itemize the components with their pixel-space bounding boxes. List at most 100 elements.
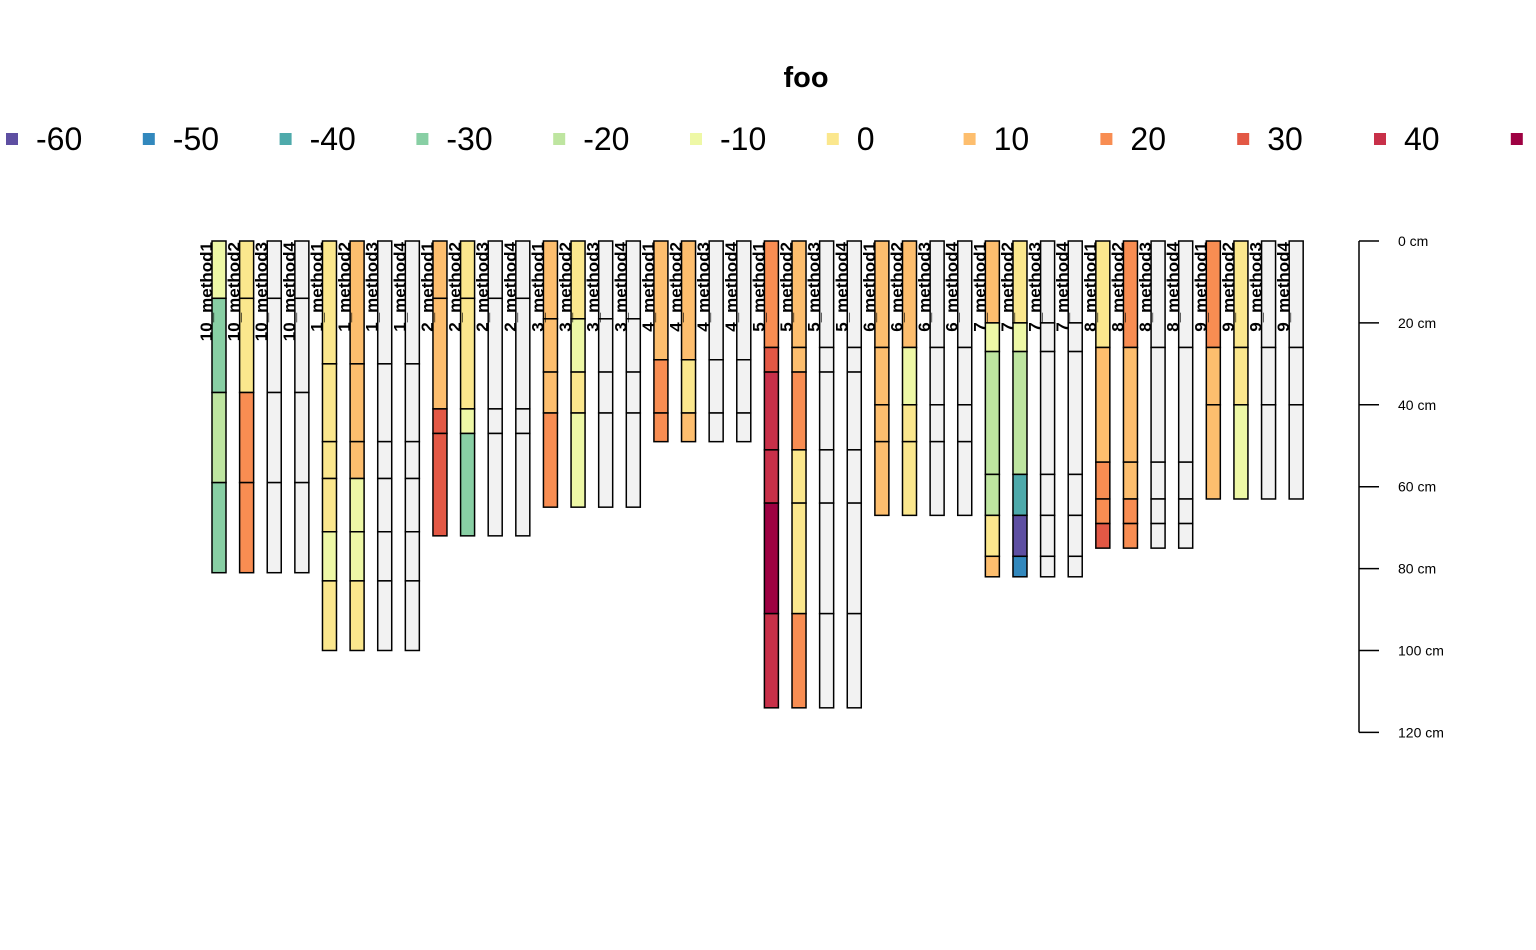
profile-10_method4: 10_method4 (280, 240, 310, 574)
profile-label: 9_method1 (1191, 242, 1210, 332)
profile-label: 5_method3 (805, 242, 824, 332)
horizon (929, 404, 945, 443)
legend-label: -50 (173, 121, 219, 157)
profile-label: 7_method2 (998, 242, 1017, 332)
horizon (929, 440, 945, 517)
horizon (1039, 514, 1056, 558)
profile-label: 6_method3 (915, 242, 934, 332)
horizon (1039, 555, 1056, 578)
horizon (459, 408, 476, 435)
profile-7_method1: 7_method1 (970, 240, 1001, 578)
profile-label: 10_method2 (225, 242, 244, 341)
profile-3_method3: 3_method3 (584, 240, 614, 508)
horizon (459, 432, 476, 537)
horizon (1177, 498, 1194, 525)
profile-label: 8_method3 (1136, 242, 1155, 332)
horizon (846, 449, 863, 504)
profile-8_method4: 8_method4 (1164, 240, 1194, 549)
horizon (736, 359, 752, 414)
profile-label: 5_method1 (749, 242, 768, 332)
horizon (376, 477, 393, 533)
horizon (763, 612, 780, 709)
profile-label: 3_method3 (584, 242, 603, 332)
profile-label: 1_method4 (390, 241, 409, 331)
horizon (1067, 514, 1083, 558)
profile-label: 3_method1 (528, 242, 547, 332)
profile-label: 4_method4 (722, 241, 741, 331)
horizon (874, 404, 890, 443)
horizon (929, 346, 945, 406)
horizon (984, 514, 1001, 558)
horizon (432, 408, 448, 435)
horizon (1095, 498, 1111, 525)
horizon (846, 371, 863, 451)
legend: -60 -50 -40 -30 -20 -10 0 10 20 30 40 (6, 121, 1523, 157)
profile-2_method2: 2_method2 (446, 240, 476, 537)
profile-label: 3_method4 (611, 241, 630, 331)
horizon (1233, 404, 1249, 500)
horizon (791, 612, 807, 709)
profile-8_method2: 8_method2 (1108, 240, 1139, 549)
depth-tick-label: 0 cm (1398, 233, 1428, 249)
horizon (1150, 346, 1166, 463)
horizon (984, 350, 1001, 476)
profiles: 10_method1 10_method2 10_method3 10_method4… (197, 240, 1304, 709)
legend-label: 30 (1267, 121, 1303, 157)
legend-label: 0 (857, 121, 875, 157)
profile-3_method1: 3_method1 (528, 240, 559, 508)
chart-title: foo (783, 62, 828, 94)
horizon (846, 612, 863, 709)
horizon (763, 346, 780, 373)
profile-4_method4: 4_method4 (722, 240, 752, 443)
legend-swatch (1237, 133, 1250, 145)
horizon (238, 481, 255, 574)
profile-5_method1: 5_method1 (749, 240, 780, 709)
horizon (1150, 461, 1166, 500)
horizon (874, 440, 890, 517)
horizon (625, 371, 642, 414)
horizon (984, 473, 1001, 517)
horizon (901, 346, 918, 406)
horizon (1095, 522, 1111, 549)
profile-1_method2: 1_method2 (335, 240, 365, 652)
horizon (1012, 514, 1028, 558)
horizon (238, 391, 255, 484)
horizon (321, 580, 338, 652)
horizon (404, 580, 421, 652)
profile-7_method4: 7_method4 (1053, 240, 1083, 578)
horizon (1039, 473, 1056, 517)
legend-label: -40 (310, 121, 356, 157)
profile-1_method3: 1_method3 (363, 240, 393, 652)
profile-1_method4: 1_method4 (390, 240, 421, 652)
horizon (1122, 522, 1139, 549)
profile-label: 9_method2 (1219, 242, 1238, 332)
profile-label: 3_method2 (556, 242, 575, 332)
horizon (376, 363, 393, 443)
horizon (791, 346, 807, 373)
horizon (1012, 555, 1028, 578)
profile-4_method2: 4_method2 (667, 240, 697, 443)
horizon (487, 432, 503, 537)
depth-axis: 0 cm 20 cm 40 cm 60 cm 80 cm 100 cm 120 cm (1358, 233, 1444, 740)
horizon (1067, 473, 1083, 517)
profile-label: 9_method4 (1274, 241, 1293, 331)
depth-tick-label: 100 cm (1398, 643, 1444, 659)
horizon (680, 359, 697, 414)
profile-label: 1_method1 (307, 242, 326, 332)
profile-label: 9_method3 (1247, 242, 1266, 332)
horizon (1150, 498, 1166, 525)
horizon (266, 391, 282, 484)
horizon (818, 612, 835, 709)
horizon (542, 371, 559, 414)
horizon (1012, 350, 1028, 476)
horizon (874, 346, 890, 406)
profile-label: 8_method2 (1108, 242, 1127, 332)
horizon (763, 449, 780, 504)
horizon (1039, 350, 1056, 476)
horizon (1095, 346, 1111, 463)
horizon (349, 440, 365, 480)
horizon (791, 449, 807, 504)
horizon (818, 449, 835, 504)
horizon (846, 346, 863, 373)
profile-1_method1: 1_method1 (307, 240, 338, 652)
